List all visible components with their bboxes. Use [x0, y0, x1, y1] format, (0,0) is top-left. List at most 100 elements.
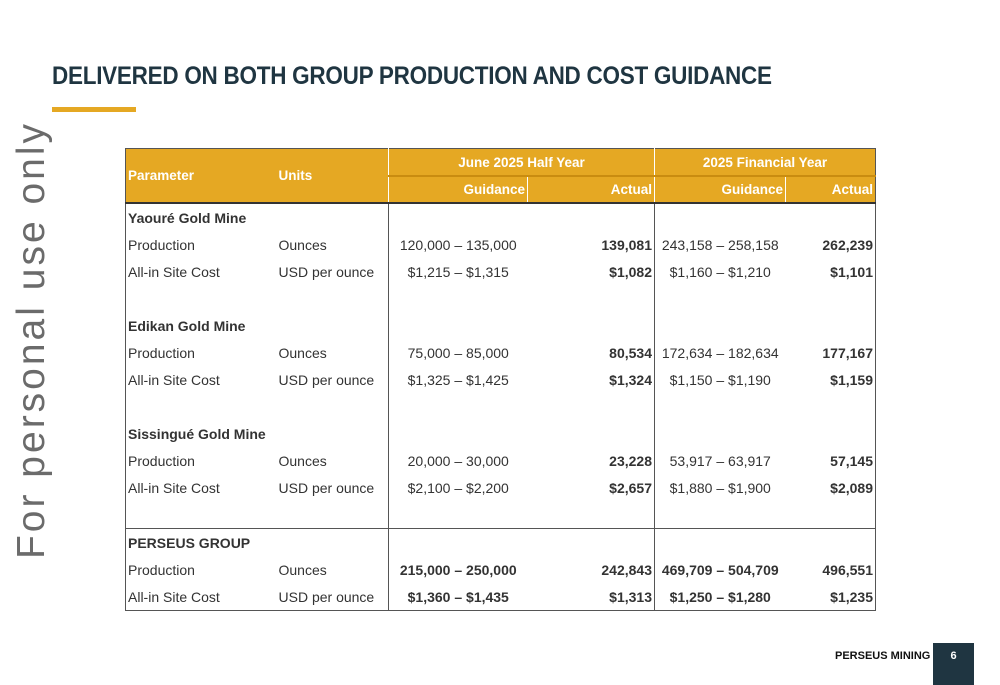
section-row: Edikan Gold Mine — [126, 312, 876, 339]
units-cell: Ounces — [278, 561, 327, 578]
empty-cell — [528, 203, 655, 231]
empty-cell — [654, 528, 786, 556]
fy-guidance-cell: $1,880 – $1,900 — [654, 474, 786, 501]
fy-guidance-cell: $1,160 – $1,210 — [654, 258, 786, 285]
section-title: Edikan Gold Mine — [128, 317, 246, 334]
empty-cell — [528, 312, 655, 339]
hy-guidance-cell: 215,000 – 250,000 — [388, 556, 528, 583]
units-cell: USD per ounce — [278, 479, 375, 496]
section-title: Sissingué Gold Mine — [128, 425, 266, 442]
empty-cell — [786, 420, 876, 447]
empty-cell — [786, 203, 876, 231]
header-fy-actual: Actual — [785, 175, 876, 203]
fy-actual-cell: 496,551 — [822, 561, 873, 578]
units-cell: USD per ounce — [278, 588, 375, 605]
title-underline — [52, 107, 136, 112]
table-row: Production Ounces 215,000 – 250,000 242,… — [126, 556, 876, 583]
section-row: Yaouré Gold Mine — [126, 203, 876, 231]
header-half-year: June 2025 Half Year — [388, 148, 655, 176]
guidance-table: Parameter Units June 2025 Half Year 2025… — [125, 148, 876, 611]
empty-cell — [388, 528, 528, 556]
param-cell: Production — [128, 452, 195, 469]
header-hy-guidance: Guidance — [388, 175, 528, 203]
empty-cell — [388, 203, 528, 231]
empty-cell — [654, 420, 786, 447]
watermark: For personal use only — [10, 120, 53, 560]
header-financial-year: 2025 Financial Year — [654, 148, 876, 176]
units-cell: USD per ounce — [278, 263, 375, 280]
empty-cell — [271, 203, 389, 231]
fy-actual-cell: $1,159 — [830, 371, 873, 388]
hy-guidance-cell: 120,000 – 135,000 — [388, 231, 528, 258]
param-cell: All-in Site Cost — [128, 263, 220, 280]
fy-guidance-cell: 53,917 – 63,917 — [654, 447, 786, 474]
header-parameter: Parameter — [125, 148, 271, 203]
fy-actual-cell: 57,145 — [830, 452, 873, 469]
spacer-row — [126, 501, 876, 529]
empty-cell — [786, 312, 876, 339]
hy-guidance-cell: $1,325 – $1,425 — [388, 366, 528, 393]
hy-guidance-cell: $1,215 – $1,315 — [388, 258, 528, 285]
fy-guidance-cell: 172,634 – 182,634 — [654, 339, 786, 366]
table-row: Production Ounces 75,000 – 85,000 80,534… — [126, 339, 876, 366]
hy-guidance-cell: 75,000 – 85,000 — [388, 339, 528, 366]
page-number: 6 — [933, 643, 974, 685]
empty-cell — [388, 312, 528, 339]
table-row: All-in Site Cost USD per ounce $1,215 – … — [126, 258, 876, 285]
section-title: Yaouré Gold Mine — [128, 209, 247, 226]
header-fy-guidance: Guidance — [654, 175, 786, 203]
empty-cell — [785, 528, 876, 556]
empty-cell — [527, 528, 655, 556]
table-row: Production Ounces 20,000 – 30,000 23,228… — [126, 447, 876, 474]
spacer-row — [126, 393, 876, 420]
fy-guidance-cell: $1,250 – $1,280 — [654, 583, 786, 611]
param-cell: Production — [128, 344, 195, 361]
hy-guidance-cell: $1,360 – $1,435 — [388, 583, 528, 611]
table-row: Production Ounces 120,000 – 135,000 139,… — [126, 231, 876, 258]
param-cell: All-in Site Cost — [128, 371, 220, 388]
hy-actual-cell: $1,324 — [609, 371, 652, 388]
empty-cell — [528, 420, 655, 447]
spacer-row — [126, 285, 876, 312]
section-title: PERSEUS GROUP — [125, 528, 271, 556]
param-cell: All-in Site Cost — [128, 479, 220, 496]
hy-actual-cell: 80,534 — [609, 344, 652, 361]
hy-actual-cell: 23,228 — [609, 452, 652, 469]
hy-actual-cell: $1,313 — [609, 588, 652, 605]
hy-guidance-cell: $2,100 – $2,200 — [388, 474, 528, 501]
fy-guidance-cell: 243,158 – 258,158 — [654, 231, 786, 258]
page-title: DELIVERED ON BOTH GROUP PRODUCTION AND C… — [52, 62, 772, 90]
empty-cell — [654, 312, 786, 339]
fy-guidance-cell: 469,709 – 504,709 — [654, 556, 786, 583]
units-cell: Ounces — [278, 236, 327, 253]
fy-actual-cell: $1,101 — [830, 263, 873, 280]
header-units: Units — [270, 148, 389, 203]
fy-actual-cell: $2,089 — [830, 479, 873, 496]
param-cell: All-in Site Cost — [128, 588, 220, 605]
fy-actual-cell: 177,167 — [822, 344, 873, 361]
hy-guidance-cell: 20,000 – 30,000 — [388, 447, 528, 474]
param-cell: Production — [128, 236, 195, 253]
table-row: All-in Site Cost USD per ounce $1,360 – … — [126, 583, 876, 611]
hy-actual-cell: 139,081 — [601, 236, 652, 253]
empty-cell — [270, 528, 389, 556]
table-row: All-in Site Cost USD per ounce $2,100 – … — [126, 474, 876, 501]
section-row: PERSEUS GROUP — [125, 528, 876, 556]
hy-actual-cell: $1,082 — [609, 263, 652, 280]
hy-actual-cell: $2,657 — [609, 479, 652, 496]
empty-cell — [271, 420, 389, 447]
fy-actual-cell: 262,239 — [822, 236, 873, 253]
fy-guidance-cell: $1,150 – $1,190 — [654, 366, 786, 393]
param-cell: Production — [128, 561, 195, 578]
empty-cell — [271, 312, 389, 339]
hy-actual-cell: 242,843 — [601, 561, 652, 578]
empty-cell — [388, 420, 528, 447]
fy-actual-cell: $1,235 — [830, 588, 873, 605]
header-hy-actual: Actual — [527, 175, 655, 203]
section-row: Sissingué Gold Mine — [126, 420, 876, 447]
table-row: All-in Site Cost USD per ounce $1,325 – … — [126, 366, 876, 393]
empty-cell — [654, 203, 786, 231]
footer-company: PERSEUS MINING — [835, 650, 931, 662]
units-cell: USD per ounce — [278, 371, 375, 388]
units-cell: Ounces — [278, 452, 327, 469]
